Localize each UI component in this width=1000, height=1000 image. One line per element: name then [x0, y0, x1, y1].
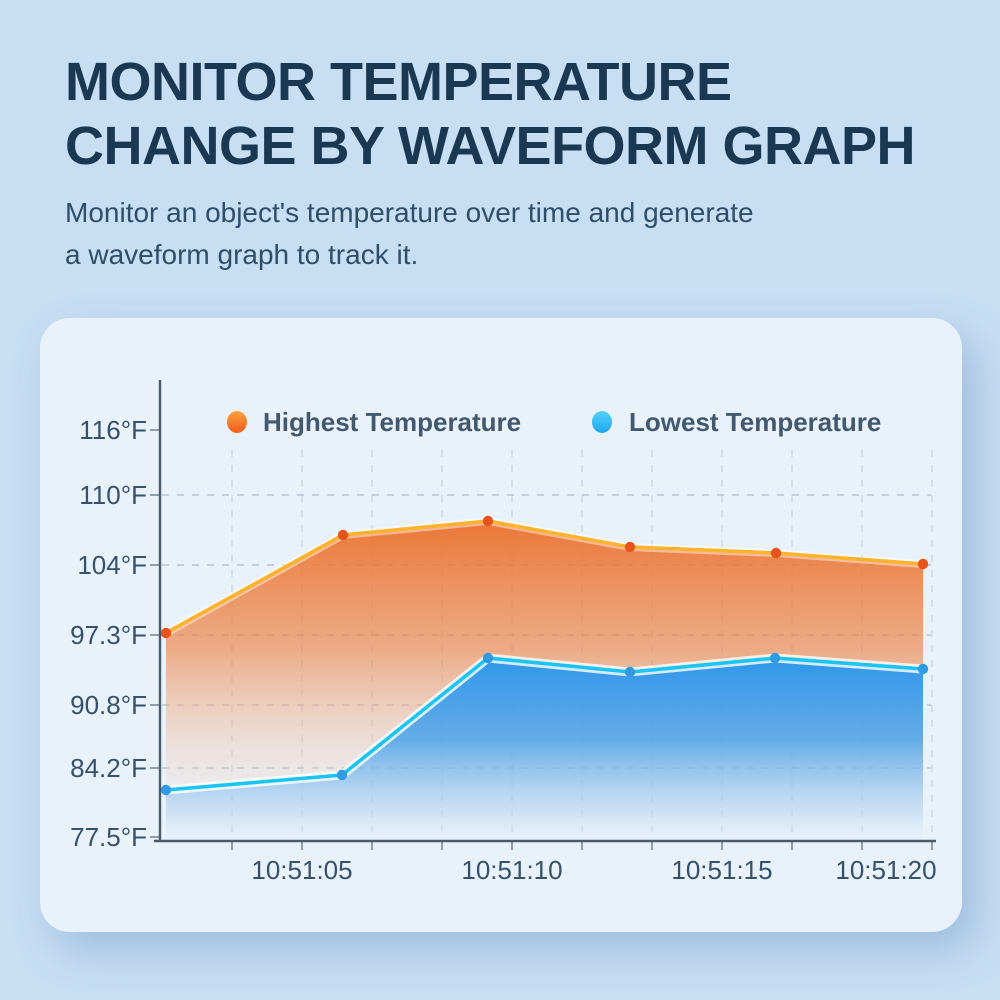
- axis-labels: 116°F 110°F 104°F 97.3°F 90.8°F 84.2°F 77.5°F 1…: [70, 415, 937, 885]
- page-subtitle-line2: a waveform graph to track it.: [65, 239, 419, 270]
- highest-data-point[interactable]: [337, 529, 349, 541]
- highest-data-point[interactable]: [770, 547, 782, 559]
- y-axis-label: 110°F: [79, 480, 147, 510]
- lowest-temperature-line: [164, 656, 925, 792]
- x-axis-label: 10:51:10: [461, 855, 562, 885]
- page-title-line2: CHANGE BY WAVEFORM GRAPH: [65, 116, 916, 176]
- lowest-temperature-area: [166, 658, 923, 841]
- highest-temperature-line: [164, 519, 925, 635]
- legend-item-lowest[interactable]: Lowest Temperature: [592, 407, 881, 437]
- page-title: MONITOR TEMPERATURE CHANGE BY WAVEFORM G…: [65, 50, 965, 178]
- page-subtitle: Monitor an object's temperature over tim…: [65, 192, 965, 276]
- highest-data-point[interactable]: [160, 627, 172, 639]
- legend-dot-highest-icon: [227, 411, 247, 433]
- y-axis-label: 90.8°F: [70, 690, 147, 720]
- page-title-line1: MONITOR TEMPERATURE: [65, 52, 732, 112]
- lowest-data-point[interactable]: [482, 652, 494, 664]
- x-axis-label: 10:51:15: [671, 855, 772, 885]
- legend-label-highest: Highest Temperature: [263, 407, 521, 437]
- grid-lines: [162, 450, 933, 839]
- legend-label-lowest: Lowest Temperature: [629, 407, 881, 437]
- temperature-chart: 116°F 110°F 104°F 97.3°F 90.8°F 84.2°F 77.5°F 1…: [70, 380, 937, 885]
- x-axis-label: 10:51:05: [251, 855, 352, 885]
- chart-legend: Highest Temperature Lowest Temperature: [227, 407, 881, 437]
- lowest-data-point[interactable]: [917, 663, 929, 675]
- highest-data-point[interactable]: [917, 558, 929, 570]
- page-header: MONITOR TEMPERATURE CHANGE BY WAVEFORM G…: [65, 50, 965, 276]
- lowest-data-point[interactable]: [769, 652, 781, 664]
- y-axis-label: 77.5°F: [70, 822, 147, 852]
- highest-data-point[interactable]: [482, 515, 494, 527]
- highest-data-point[interactable]: [624, 541, 636, 553]
- chart-card: 116°F 110°F 104°F 97.3°F 90.8°F 84.2°F 77.5°F 1…: [40, 318, 962, 932]
- lowest-data-point[interactable]: [160, 784, 172, 796]
- axes: [150, 380, 936, 850]
- legend-item-highest[interactable]: Highest Temperature: [227, 407, 521, 437]
- y-axis-label: 104°F: [77, 550, 147, 580]
- lowest-data-point[interactable]: [336, 769, 348, 781]
- legend-dot-lowest-icon: [592, 411, 612, 433]
- page-subtitle-line1: Monitor an object's temperature over tim…: [65, 197, 754, 228]
- y-axis-label: 116°F: [79, 415, 147, 445]
- x-axis-label: 10:51:20: [835, 855, 936, 885]
- lowest-temperature-series: [160, 652, 929, 841]
- lowest-data-point[interactable]: [624, 666, 636, 678]
- y-axis-label: 97.3°F: [70, 620, 147, 650]
- y-axis-label: 84.2°F: [70, 753, 147, 783]
